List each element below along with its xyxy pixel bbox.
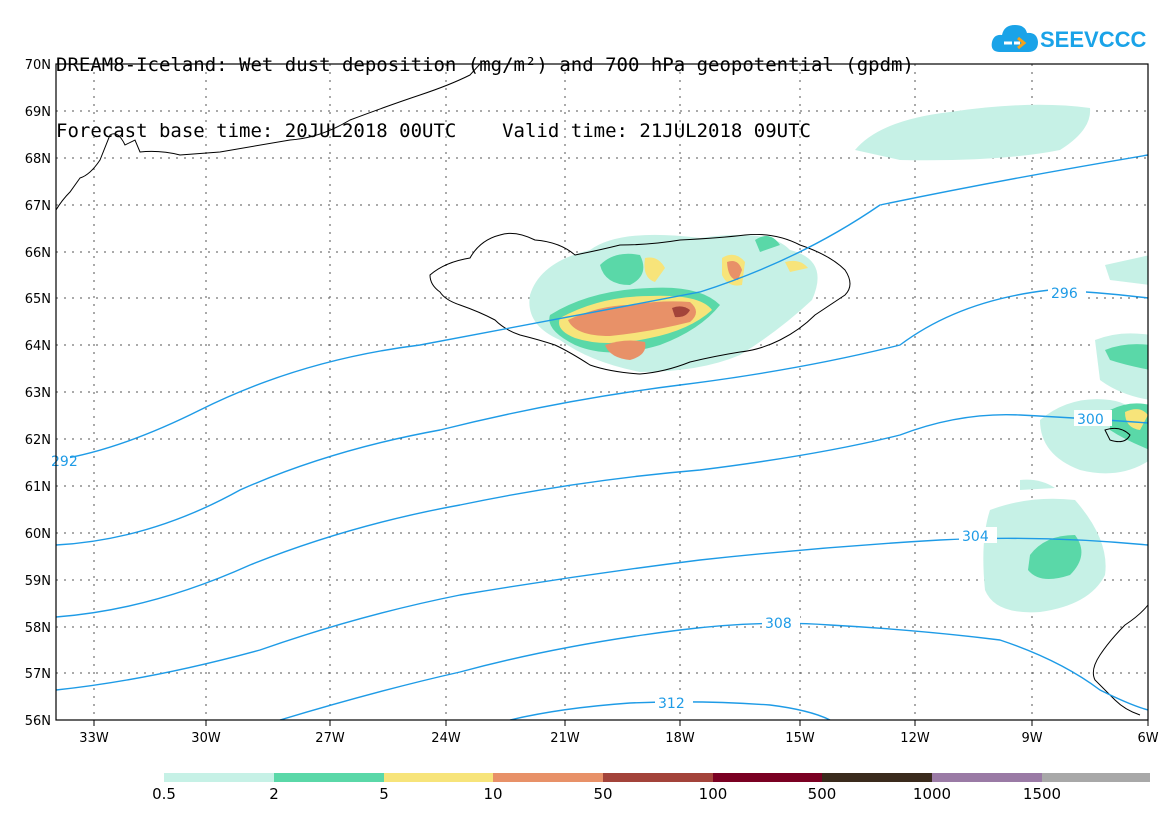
legend-swatch	[822, 773, 932, 782]
lon-label: 18W	[665, 731, 695, 746]
lat-label: 69N	[25, 105, 51, 120]
grid-lines	[56, 64, 1148, 720]
lon-label: 21W	[550, 731, 580, 746]
map-frame	[55, 63, 1149, 721]
contour-label-300: 300	[1077, 412, 1104, 428]
contour-labels: 292 296 300 304 308 312	[46, 284, 1112, 712]
lat-label: 59N	[25, 574, 51, 589]
lon-label: 12W	[900, 731, 930, 746]
legend-swatch	[384, 773, 493, 782]
lon-label: 30W	[191, 731, 221, 746]
contour-label-304: 304	[962, 529, 989, 545]
legend-swatch	[713, 773, 822, 782]
title-line-1: DREAM8-Iceland: Wet dust deposition (mg/…	[56, 54, 914, 76]
legend-label: 0.5	[152, 785, 176, 803]
lat-label: 66N	[25, 246, 51, 261]
legend-swatch	[274, 773, 384, 782]
contour-label-312: 312	[658, 696, 685, 712]
longitude-labels: 33W 30W 27W 24W 21W 18W 15W 12W 9W 6W	[79, 731, 1158, 746]
dust-field-dark	[672, 306, 690, 318]
lat-label: 61N	[25, 480, 51, 495]
lat-label: 70N	[25, 58, 51, 73]
tick-marks	[93, 720, 1149, 726]
dust-field-orange	[568, 261, 742, 360]
contour-label-296: 296	[1051, 286, 1078, 302]
lon-label: 15W	[785, 731, 815, 746]
legend-label: 2	[269, 785, 279, 803]
lat-label: 56N	[25, 714, 51, 729]
legend-swatch	[603, 773, 713, 782]
legend-swatch	[164, 773, 274, 782]
cloud-icon	[991, 25, 1038, 52]
lon-label: 24W	[431, 731, 461, 746]
lat-label: 62N	[25, 433, 51, 448]
legend-swatch	[932, 773, 1042, 782]
lon-label: 9W	[1021, 731, 1042, 746]
legend-label: 1500	[1022, 785, 1062, 803]
legend-label: 100	[698, 785, 728, 803]
legend-label: 5	[379, 785, 389, 803]
legend-label: 50	[593, 785, 613, 803]
legend-swatch	[493, 773, 603, 782]
lat-label: 58N	[25, 621, 51, 636]
legend-label: 500	[807, 785, 837, 803]
lat-label: 67N	[25, 199, 51, 214]
latitude-labels: 70N 69N 68N 67N 66N 65N 64N 63N 62N 61N …	[25, 58, 51, 729]
lat-label: 63N	[25, 386, 51, 401]
logo-text: SEEVCCC	[1040, 27, 1147, 52]
geopotential-contours	[56, 154, 1148, 720]
contour-label-292: 292	[51, 454, 78, 470]
lat-label: 65N	[25, 292, 51, 307]
seevccc-logo: SEEVCCC	[990, 20, 1146, 60]
lat-label: 60N	[25, 527, 51, 542]
legend-label: 10	[483, 785, 503, 803]
contour-label-308: 308	[765, 616, 792, 632]
coastlines	[56, 64, 1148, 716]
lon-label: 27W	[315, 731, 345, 746]
legend-label: 1000	[912, 785, 952, 803]
lat-label: 57N	[25, 667, 51, 682]
lat-label: 64N	[25, 339, 51, 354]
lat-label: 68N	[25, 152, 51, 167]
legend-swatch	[1042, 773, 1150, 782]
lon-label: 6W	[1137, 731, 1158, 746]
lon-label: 33W	[79, 731, 109, 746]
